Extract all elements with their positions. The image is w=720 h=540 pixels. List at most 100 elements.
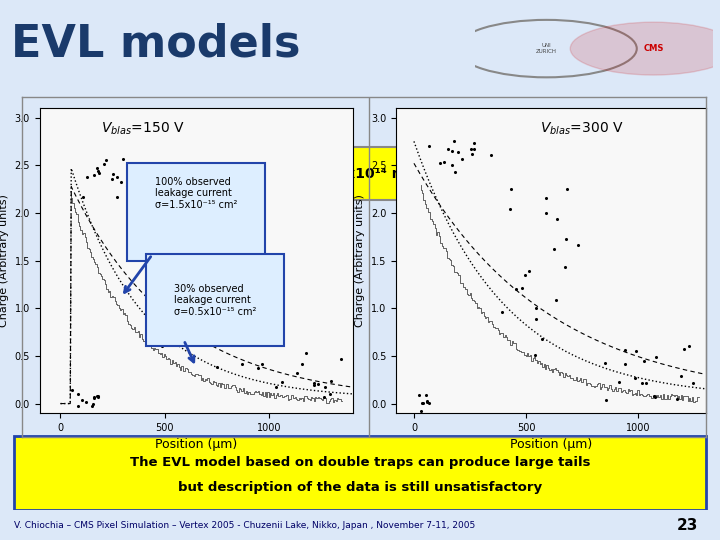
Point bbox=[125, 190, 137, 199]
Point bbox=[121, 182, 132, 191]
Point bbox=[559, 262, 571, 271]
Point bbox=[675, 372, 687, 380]
Point bbox=[549, 245, 560, 253]
Point bbox=[292, 369, 303, 377]
Point bbox=[81, 173, 93, 181]
Point bbox=[550, 296, 562, 305]
Point bbox=[443, 145, 454, 153]
Point bbox=[531, 304, 542, 313]
Text: The EVL model based on double traps can produce large tails: The EVL model based on double traps can … bbox=[130, 456, 590, 469]
Point bbox=[421, 397, 433, 406]
Point bbox=[671, 395, 683, 403]
Point bbox=[469, 138, 480, 147]
Point bbox=[416, 399, 428, 408]
Point bbox=[227, 307, 238, 316]
Point bbox=[228, 296, 239, 305]
Point bbox=[80, 397, 91, 406]
Point bbox=[239, 288, 251, 296]
Point bbox=[73, 402, 84, 410]
Point bbox=[446, 146, 457, 155]
Point bbox=[639, 357, 650, 366]
Point bbox=[238, 244, 249, 252]
Y-axis label: Charge (Arbitrary units): Charge (Arbitrary units) bbox=[0, 194, 9, 327]
Point bbox=[541, 194, 552, 202]
X-axis label: Position (μm): Position (μm) bbox=[155, 438, 238, 451]
Point bbox=[413, 390, 425, 399]
Point bbox=[631, 347, 642, 356]
Point bbox=[157, 207, 168, 216]
Point bbox=[92, 166, 104, 175]
Point bbox=[523, 267, 535, 275]
Point bbox=[276, 378, 288, 387]
Point bbox=[446, 161, 458, 170]
Point bbox=[560, 235, 572, 244]
Text: 30% observed
leakage current
σ=0.5x10⁻¹⁵ cm²: 30% observed leakage current σ=0.5x10⁻¹⁵… bbox=[174, 284, 256, 317]
Point bbox=[449, 167, 461, 176]
Point bbox=[530, 350, 541, 359]
Point bbox=[107, 170, 119, 178]
Point bbox=[649, 392, 660, 400]
Point bbox=[319, 393, 330, 401]
Point bbox=[466, 145, 477, 153]
Point bbox=[536, 334, 548, 343]
Point bbox=[619, 346, 631, 354]
Text: but description of the data is still unsatisfactory: but description of the data is still uns… bbox=[178, 481, 542, 494]
Point bbox=[435, 159, 446, 167]
Point bbox=[235, 261, 247, 270]
Point bbox=[111, 172, 122, 181]
Point bbox=[505, 204, 516, 213]
Point bbox=[420, 391, 432, 400]
Point bbox=[600, 395, 611, 404]
Point bbox=[239, 294, 251, 302]
Point bbox=[649, 393, 661, 401]
Point bbox=[183, 285, 194, 293]
Point bbox=[687, 379, 698, 387]
Point bbox=[234, 240, 246, 249]
Point bbox=[91, 164, 102, 173]
Point bbox=[324, 390, 336, 399]
Text: EVL models: EVL models bbox=[11, 22, 300, 65]
Point bbox=[92, 391, 104, 400]
Text: V. Chiochia – CMS Pixel Simulation – Vertex 2005 - Chuzenii Lake, Nikko, Japan ,: V. Chiochia – CMS Pixel Simulation – Ver… bbox=[14, 521, 476, 530]
Text: CMS: CMS bbox=[643, 44, 664, 53]
Point bbox=[683, 342, 695, 350]
Point bbox=[415, 407, 426, 415]
Point bbox=[91, 391, 102, 400]
Point bbox=[516, 284, 528, 293]
Point bbox=[485, 151, 497, 160]
Point bbox=[236, 360, 248, 368]
Point bbox=[620, 360, 631, 369]
Point bbox=[451, 148, 463, 157]
Point bbox=[76, 395, 88, 404]
Point bbox=[423, 141, 435, 150]
Point bbox=[256, 360, 267, 369]
Point bbox=[270, 382, 282, 391]
Point bbox=[312, 380, 324, 388]
Point bbox=[88, 171, 99, 180]
Point bbox=[169, 301, 181, 309]
Point bbox=[456, 154, 468, 163]
Point bbox=[530, 314, 541, 323]
Point bbox=[678, 345, 689, 353]
Point bbox=[171, 328, 183, 337]
Point bbox=[640, 379, 652, 388]
Point bbox=[300, 349, 312, 357]
Point bbox=[572, 240, 584, 249]
Circle shape bbox=[570, 22, 720, 75]
Point bbox=[448, 137, 459, 146]
Point bbox=[496, 308, 508, 317]
Point bbox=[336, 354, 347, 363]
Point bbox=[319, 383, 330, 391]
Point bbox=[197, 336, 208, 345]
Point bbox=[77, 193, 89, 201]
Text: 23: 23 bbox=[677, 518, 698, 532]
Point bbox=[423, 399, 435, 407]
Point bbox=[93, 169, 104, 178]
Point bbox=[100, 156, 112, 165]
Point bbox=[418, 399, 429, 407]
Point bbox=[140, 265, 151, 273]
Point bbox=[636, 379, 648, 388]
Text: $V_{blas}$=300 V: $V_{blas}$=300 V bbox=[540, 120, 624, 137]
Point bbox=[137, 160, 148, 169]
Point bbox=[117, 155, 128, 164]
